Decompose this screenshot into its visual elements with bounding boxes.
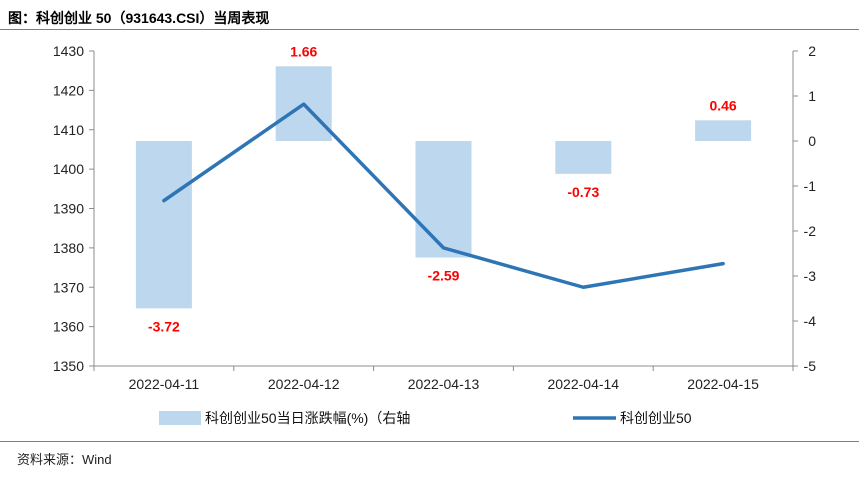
y-left-tick-label: 1430 [53, 43, 84, 59]
y-left-tick-label: 1370 [53, 279, 84, 295]
y-left-tick-label: 1360 [53, 319, 84, 335]
axes: 1430 1420 1410 1400 1390 1380 1370 1360 1350 2 1 0 -… [53, 43, 816, 392]
line-series [162, 102, 725, 289]
legend: 科创创业50当日涨跌幅(%)（右轴 科创创业50 [159, 410, 692, 426]
y-left-tick-label: 1350 [53, 358, 84, 374]
bar-data-label-2022-04-14: -0.73 [567, 184, 599, 200]
line-point-2022-04-13 [442, 246, 445, 250]
legend-label-bar: 科创创业50当日涨跌幅(%)（右轴 [205, 410, 410, 426]
bar-data-label-2022-04-12: 1.66 [290, 43, 317, 59]
line-point-2022-04-15 [721, 262, 725, 265]
x-tick-label-2022-04-11: 2022-04-11 [129, 376, 200, 392]
bar-2022-04-15 [695, 120, 752, 141]
y-right-tick-label: -2 [804, 223, 817, 239]
line-point-2022-04-12 [302, 102, 305, 106]
y-right-tick-label: 1 [808, 88, 816, 104]
line-point-2022-04-11 [162, 199, 166, 202]
bar-data-label-2022-04-11: -3.72 [148, 318, 180, 334]
y-right-tick-label: -4 [804, 313, 817, 329]
bar-2022-04-14 [555, 141, 612, 174]
y-right-tick-label: 0 [808, 133, 816, 149]
line-point-2022-04-14 [582, 286, 585, 289]
x-tick-label-2022-04-12: 2022-04-12 [268, 376, 340, 392]
top-rule [0, 29, 859, 30]
legend-label-line: 科创创业50 [620, 410, 692, 426]
data-labels: -3.72 1.66 -2.59 -0.73 0.46 [148, 43, 737, 334]
bar-2022-04-13 [415, 141, 472, 258]
bar-series [135, 66, 752, 309]
y-left-tick-label: 1410 [53, 122, 84, 138]
bar-2022-04-11 [135, 141, 192, 309]
y-left-tick-label: 1390 [53, 201, 84, 217]
x-tick-label-2022-04-14: 2022-04-14 [547, 376, 619, 392]
y-left-tick-label: 1400 [53, 161, 84, 177]
bar-data-label-2022-04-15: 0.46 [709, 97, 736, 113]
y-right-tick-label: -5 [804, 358, 817, 374]
source-note: 资料来源：Wind [17, 452, 112, 467]
legend-swatch-bar [159, 411, 201, 425]
chart-title: 图：科创创业 50（931643.CSI）当周表现 [8, 10, 270, 26]
bar-data-label-2022-04-13: -2.59 [428, 268, 460, 284]
y-left-tick-label: 1420 [53, 82, 84, 98]
y-right-tick-label: -3 [804, 268, 817, 284]
y-left-tick-label: 1380 [53, 240, 84, 256]
x-tick-label-2022-04-15: 2022-04-15 [687, 376, 759, 392]
y-right-tick-label: -1 [804, 178, 817, 194]
bottom-rule [0, 441, 859, 442]
x-tick-label-2022-04-13: 2022-04-13 [408, 376, 480, 392]
y-right-tick-label: 2 [808, 43, 816, 59]
